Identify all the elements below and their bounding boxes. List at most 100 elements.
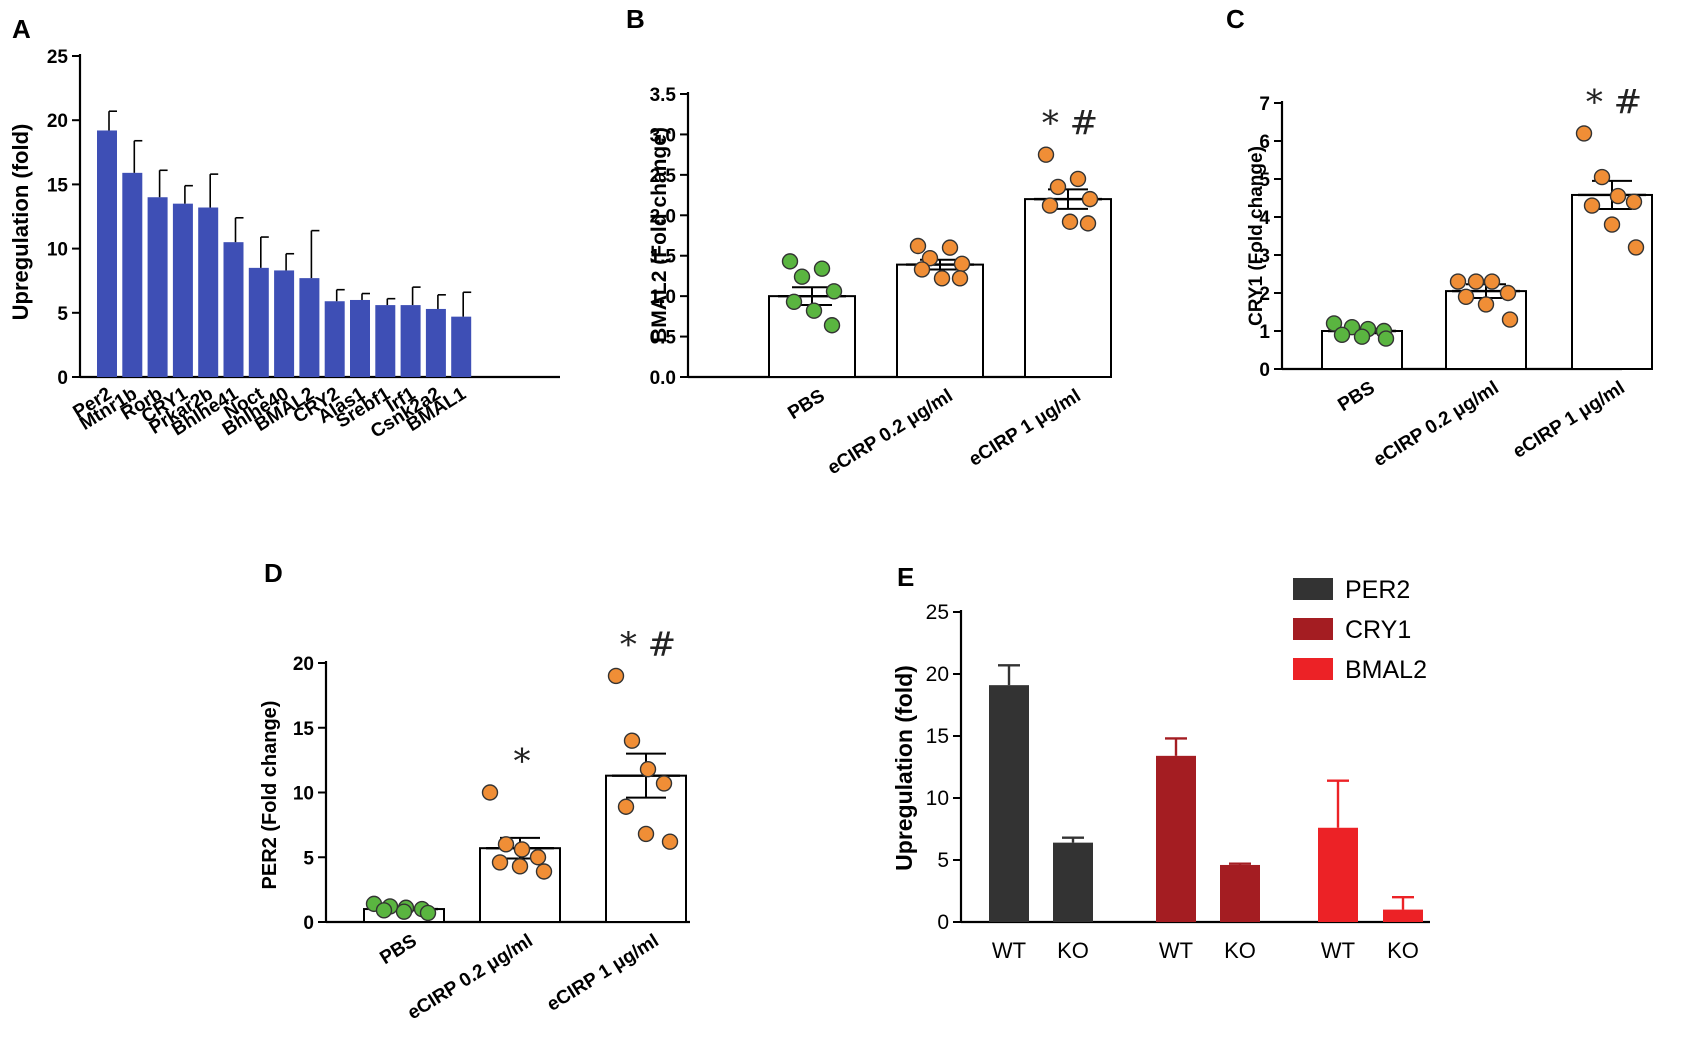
panel-d-point — [375, 902, 393, 919]
panel-e-x-label: WT — [1321, 938, 1355, 963]
panel-d-point — [481, 784, 499, 801]
panel-e-y-tick-label: 5 — [937, 849, 949, 872]
panel-d-point — [529, 849, 547, 866]
panel-a-bar-srebf1 — [375, 305, 396, 377]
panel-e-x-label: KO — [1224, 938, 1256, 963]
panel-c-point — [1501, 311, 1519, 328]
panel-a-y-tick-label: 5 — [57, 304, 68, 325]
panel-d-point — [639, 760, 657, 778]
panel-a-bar-cry1 — [172, 203, 193, 377]
panel-b-point — [785, 293, 803, 311]
panel-d-point — [607, 667, 625, 685]
panel-b-x-label: eCIRP 0.2 μg/ml — [824, 385, 957, 479]
panel-b-x-label: PBS — [784, 385, 828, 424]
panel-e-x-label: WT — [992, 938, 1026, 963]
panel-d-significance: * — [514, 742, 531, 782]
panel-e-bar-bmal2-0 — [1318, 827, 1358, 922]
panel-e-legend-swatch-bmal2 — [1293, 658, 1333, 680]
panel-c-x-label: PBS — [1334, 377, 1378, 416]
panel-e-x-label: WT — [1159, 938, 1193, 963]
panel-b-y-tick-label: 2.0 — [650, 206, 676, 227]
panel-e-y-tick-label: 20 — [926, 663, 949, 686]
panel-a-y-tick-label: 15 — [47, 175, 69, 196]
panel-d-y-tick-label: 5 — [303, 848, 314, 869]
panel-d-label: D — [264, 558, 283, 588]
panel-a-bar-mtnr1b — [122, 172, 143, 377]
panel-a-label: A — [12, 14, 31, 44]
panel-d-x-label: eCIRP 0.2 μg/ml — [404, 930, 537, 1024]
panel-c-point — [1477, 296, 1495, 313]
panel-d-y-tick-label: 0 — [303, 913, 314, 934]
panel-d-significance: * # — [620, 625, 676, 665]
panel-d-point — [497, 836, 515, 853]
panel-c-y-tick-label: 5 — [1259, 170, 1270, 191]
panel-c-point — [1609, 187, 1627, 205]
panel-c-y-tick-label: 2 — [1259, 284, 1270, 305]
panel-d-point — [661, 833, 679, 850]
panel-e-legend-swatch-per2 — [1293, 578, 1333, 600]
panel-a-bar-csnk2a2 — [425, 308, 446, 377]
panel-c-y-tick-label: 7 — [1259, 94, 1270, 115]
panel-d-x-label: eCIRP 1 μg/ml — [543, 930, 662, 1015]
panel-a-bar-bmal2 — [299, 278, 320, 377]
panel-b-point — [1037, 146, 1055, 163]
panel-e-ylabel: Upregulation (fold) — [891, 665, 917, 871]
panel-d-point — [395, 903, 413, 920]
panel-a-y-tick-label: 25 — [47, 47, 69, 68]
panel-e-bar-bmal2-1 — [1383, 909, 1423, 922]
panel-b-point — [793, 268, 811, 285]
panel-b-y-tick-label: 2.5 — [650, 166, 677, 187]
panel-a-bar-bmal1 — [451, 316, 472, 377]
panel-a-bar-alas1 — [350, 299, 370, 377]
panel-b-y-tick-label: 3.5 — [650, 85, 677, 106]
panel-a-y-tick-label: 20 — [47, 111, 68, 132]
panel-b-point — [1069, 170, 1087, 188]
panel-c-point — [1483, 273, 1501, 290]
panel-a-bar-per2 — [97, 130, 117, 377]
panel-a-bar-irf1 — [400, 305, 421, 377]
panel-d-point — [617, 798, 635, 815]
panel-a-bar-bhlhe41 — [223, 242, 244, 377]
panel-e-y-tick-label: 15 — [926, 725, 949, 748]
panel-c-y-tick-label: 0 — [1259, 360, 1270, 381]
panel-b-point — [909, 237, 927, 255]
panel-c-ylabel: CRY1 (Fold change) — [1246, 146, 1267, 326]
panel-c-point — [1627, 239, 1645, 256]
panel-d-point — [637, 825, 655, 843]
panel-e-y-tick-label: 0 — [937, 911, 949, 934]
panel-b-significance: * # — [1042, 104, 1098, 144]
panel-b-point — [825, 283, 843, 300]
panel-e-legend-label-bmal2: BMAL2 — [1345, 656, 1427, 684]
panel-c-point — [1377, 330, 1395, 347]
panel-d-point — [623, 732, 641, 749]
panel-c-significance: * # — [1586, 82, 1642, 122]
panel-b-y-tick-label: 1.0 — [650, 287, 676, 308]
panel-b-y-tick-label: 0.0 — [650, 368, 676, 389]
panel-e-y-tick-label: 25 — [926, 601, 949, 624]
panel-a-ylabel: Upregulation (fold) — [8, 124, 33, 321]
panel-e-legend-swatch-cry1 — [1293, 618, 1333, 640]
panel-c-point — [1457, 288, 1475, 305]
panel-c-point — [1333, 326, 1351, 343]
panel-b-point — [813, 260, 831, 277]
panel-d-point — [511, 858, 529, 875]
panel-e-y-tick-label: 10 — [926, 787, 949, 810]
panel-d-y-tick-label: 10 — [293, 784, 314, 805]
panel-d-y-tick-label: 20 — [293, 654, 314, 675]
panel-b-x-label: eCIRP 1 μg/ml — [965, 385, 1084, 470]
panel-b-point — [1049, 178, 1067, 196]
panel-c-x-label: eCIRP 0.2 μg/ml — [1370, 377, 1503, 471]
panel-b-point — [781, 253, 799, 270]
panel-a-y-tick-label: 0 — [57, 368, 68, 389]
panel-b-point — [951, 270, 969, 287]
panel-e-x-label: KO — [1387, 938, 1419, 963]
panel-c-y-tick-label: 3 — [1259, 246, 1270, 267]
panel-a-bar-rorb — [147, 197, 168, 377]
panel-e-legend-label-per2: PER2 — [1345, 576, 1410, 604]
panel-b-point — [823, 317, 841, 334]
panel-b-point — [933, 270, 951, 287]
panel-c-point — [1499, 284, 1517, 302]
panel-d-point — [535, 863, 553, 880]
panel-c-x-label: eCIRP 1 μg/ml — [1509, 377, 1628, 462]
